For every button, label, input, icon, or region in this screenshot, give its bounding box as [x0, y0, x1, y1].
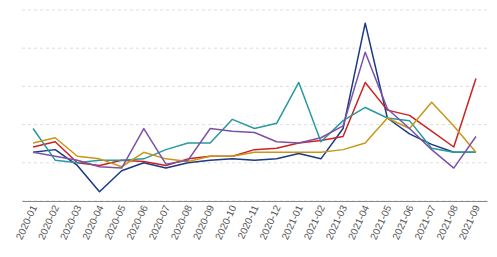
grid-line [22, 10, 487, 11]
grid-line [22, 124, 487, 125]
series-line [33, 23, 476, 192]
series-line [33, 102, 476, 167]
grid-line [22, 162, 487, 163]
x-tick: 2020-11 [235, 201, 260, 241]
x-tick-label: 2021-09 [457, 203, 483, 241]
grid [22, 10, 487, 201]
grid-line [22, 86, 487, 87]
grid-line [22, 48, 487, 49]
series-line [33, 82, 476, 162]
x-tick: 2021-09 [457, 201, 483, 241]
lines [33, 23, 476, 192]
series-line [33, 52, 476, 168]
chart-svg: 2020-012020-022020-032020-042020-052020-… [0, 0, 497, 257]
x-axis: 2020-012020-022020-032020-042020-052020-… [14, 201, 488, 241]
x-axis-line [23, 201, 488, 202]
grid-line [22, 201, 487, 202]
chart-container: 2020-012020-022020-032020-042020-052020-… [0, 0, 497, 257]
plot-area: 2020-012020-022020-032020-042020-052020-… [14, 10, 488, 241]
